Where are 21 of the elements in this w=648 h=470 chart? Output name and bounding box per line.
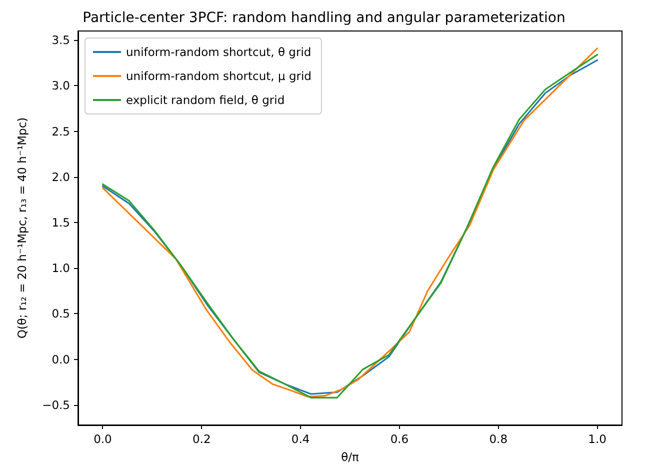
y-tick-label: 1.0: [52, 261, 70, 276]
x-tick-label: 0.6: [390, 432, 409, 446]
x-tick-label: 0.2: [192, 432, 211, 446]
y-tick-label: 2.0: [52, 170, 70, 184]
x-tick-label: 0.4: [291, 432, 310, 446]
y-tick-label: −0.5: [42, 398, 70, 412]
y-axis-title: Q(θ; r₁₂ = 20 h⁻¹Mpc, r₁₃ = 40 h⁻¹Mpc): [15, 117, 29, 339]
x-axis-title: θ/π: [341, 450, 359, 464]
x-tick-label: 0.8: [489, 432, 508, 446]
y-tick-label: 3.0: [52, 78, 70, 93]
x-tick-label: 0.0: [94, 432, 112, 446]
legend-label: uniform-random shortcut, θ grid: [126, 45, 312, 59]
legend-label: explicit random field, θ grid: [126, 93, 285, 107]
y-tick-label: 1.5: [52, 216, 70, 230]
y-tick-label: 0.0: [52, 352, 70, 366]
x-tick-label: 1.0: [588, 432, 606, 446]
y-tick-label: 2.5: [52, 124, 70, 138]
legend-label: uniform-random shortcut, μ grid: [126, 69, 312, 83]
y-tick-label: 3.5: [52, 33, 70, 48]
chart-title: Particle-center 3PCF: random handling and angular parameterization: [82, 10, 566, 26]
y-tick-label: 0.5: [52, 306, 70, 321]
